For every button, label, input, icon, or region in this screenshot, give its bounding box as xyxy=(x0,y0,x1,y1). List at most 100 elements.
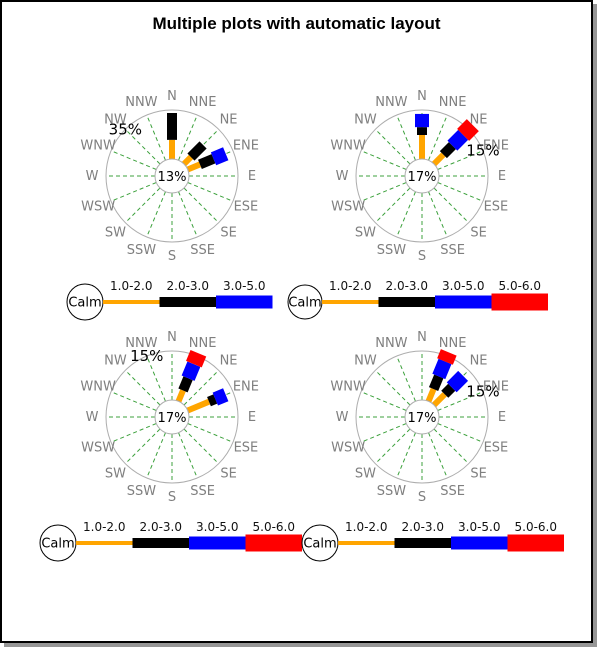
legend-segment xyxy=(189,536,246,550)
wind-bar-segment xyxy=(432,358,452,380)
wind-bar-NE xyxy=(431,119,479,167)
compass-spoke xyxy=(428,432,448,479)
legend-class-label: 3.0-5.0 xyxy=(442,279,485,293)
wind-bar-segment xyxy=(447,129,469,151)
wind-bar-segment xyxy=(212,388,229,406)
direction-label-WNW: WNW xyxy=(330,138,366,153)
direction-label-ENE: ENE xyxy=(233,379,259,394)
direction-label-NW: NW xyxy=(104,353,127,368)
direction-label-W: W xyxy=(86,169,99,184)
direction-label-NNW: NNW xyxy=(125,336,157,351)
wind-bar-ENE xyxy=(186,147,229,173)
wind-bar-NNE xyxy=(175,350,207,403)
wind-bar-segment xyxy=(446,370,469,393)
compass-spoke xyxy=(178,191,198,238)
legend-class-label: 1.0-2.0 xyxy=(329,279,372,293)
direction-label-ENE: ENE xyxy=(483,138,509,153)
legend-segment xyxy=(216,295,273,309)
direction-label-NE: NE xyxy=(470,112,488,127)
legend-segment xyxy=(103,300,160,304)
legend-segment xyxy=(159,297,216,307)
direction-label-WNW: WNW xyxy=(80,379,116,394)
direction-label-E: E xyxy=(248,169,256,184)
wind-bar-NE xyxy=(431,370,469,408)
direction-label-SW: SW xyxy=(105,226,126,241)
compass-spoke xyxy=(437,150,484,170)
direction-label-N: N xyxy=(417,89,427,104)
legend-calm-label: Calm xyxy=(68,296,101,311)
center-percent-label: 17% xyxy=(408,411,437,426)
direction-label-NNE: NNE xyxy=(439,95,467,110)
direction-label-SSW: SSW xyxy=(377,243,407,258)
direction-label-WSW: WSW xyxy=(81,200,115,215)
outer-ring xyxy=(105,109,239,243)
wind-bar-segment xyxy=(178,376,193,393)
wind-bar-segment xyxy=(186,350,207,368)
calm-center-circle xyxy=(154,158,190,194)
compass-spoke xyxy=(124,128,161,165)
wind-bar-segment xyxy=(431,152,446,167)
direction-label-NE: NE xyxy=(220,353,238,368)
compass-spoke xyxy=(374,187,411,224)
legend-class-label: 3.0-5.0 xyxy=(196,520,239,534)
compass-spoke xyxy=(110,150,157,170)
direction-label-W: W xyxy=(336,410,349,425)
outer-ring xyxy=(355,109,489,243)
compass-spoke xyxy=(437,391,484,411)
compass-spoke xyxy=(428,114,448,161)
wind-bar-segment xyxy=(186,398,211,414)
compass-spoke xyxy=(433,428,470,465)
direction-label-NNW: NNW xyxy=(375,336,407,351)
legend-calm-label: Calm xyxy=(41,537,74,552)
direction-label-WSW: WSW xyxy=(331,441,365,456)
direction-label-SSE: SSE xyxy=(440,243,465,258)
legend-segment xyxy=(322,300,379,304)
direction-label-ESE: ESE xyxy=(484,200,509,215)
wind-bar-segment xyxy=(181,361,201,381)
direction-label-SSE: SSE xyxy=(190,243,215,258)
ring-percent-label: 15% xyxy=(466,383,499,401)
outer-ring xyxy=(355,350,489,484)
direction-label-N: N xyxy=(417,330,427,345)
compass-spoke xyxy=(374,428,411,465)
compass-spoke xyxy=(146,432,166,479)
direction-label-NNE: NNE xyxy=(439,336,467,351)
compass-spoke xyxy=(110,391,157,411)
compass-spoke xyxy=(124,187,161,224)
compass-spoke xyxy=(374,128,411,165)
center-percent-label: 13% xyxy=(158,170,187,185)
legend-class-label: 3.0-5.0 xyxy=(458,520,501,534)
direction-label-S: S xyxy=(168,249,176,264)
legend-class-label: 1.0-2.0 xyxy=(345,520,388,534)
compass-spoke xyxy=(360,150,407,170)
legend-segment xyxy=(507,534,564,552)
direction-label-ESE: ESE xyxy=(234,441,259,456)
legend-class-label: 5.0-6.0 xyxy=(515,520,558,534)
legend-segment xyxy=(451,536,508,550)
compass-spoke xyxy=(433,187,470,224)
legend-class-label: 2.0-3.0 xyxy=(167,279,210,293)
compass-spoke xyxy=(146,114,166,161)
direction-label-ESE: ESE xyxy=(484,441,509,456)
compass-spoke xyxy=(396,355,416,402)
legend-top-left: Calm 1.0-2.0 2.0-3.0 3.0-5.0 xyxy=(66,279,273,321)
compass-spoke xyxy=(437,423,484,443)
compass-spoke xyxy=(187,423,234,443)
wind-bar-segment xyxy=(210,147,229,166)
direction-label-WSW: WSW xyxy=(331,200,365,215)
wind-bar-segment xyxy=(431,392,447,408)
compass-spoke xyxy=(146,355,166,402)
direction-label-SSW: SSW xyxy=(127,243,157,258)
wind-bar-NNE xyxy=(425,349,457,403)
legend-segment xyxy=(245,534,302,552)
wind-bar-segment xyxy=(428,374,444,391)
direction-label-NE: NE xyxy=(220,112,238,127)
direction-label-NNE: NNE xyxy=(189,336,217,351)
ring-percent-label: 15% xyxy=(466,142,499,160)
direction-label-SE: SE xyxy=(220,226,236,241)
legend-segment xyxy=(338,541,395,545)
legend-segment xyxy=(435,295,492,309)
calm-center-circle xyxy=(404,158,440,194)
